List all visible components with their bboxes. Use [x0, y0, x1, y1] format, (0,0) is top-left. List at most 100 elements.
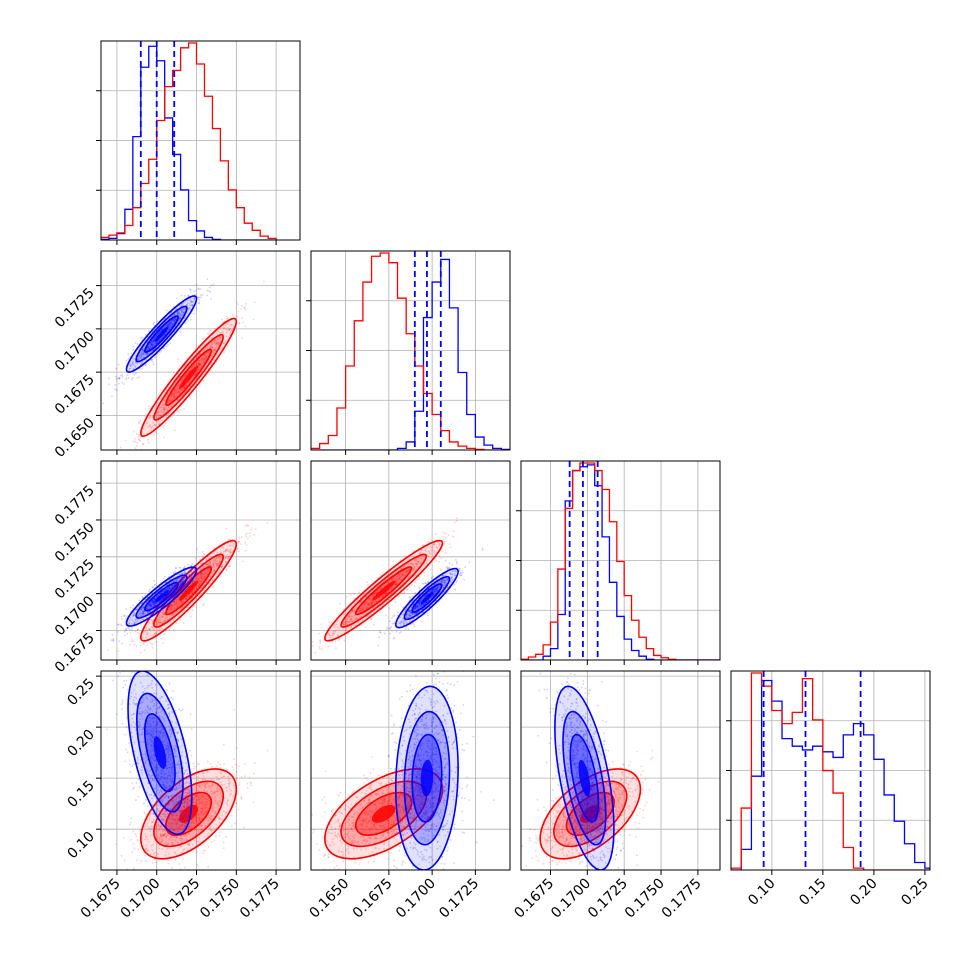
- scatter-point: [184, 572, 187, 575]
- scatter-point: [151, 358, 154, 361]
- scatter-point: [237, 541, 240, 543]
- scatter-point: [200, 587, 203, 590]
- scatter-point: [166, 616, 168, 618]
- scatter-point: [141, 350, 144, 352]
- scatter-point: [151, 646, 154, 649]
- scatter-point: [134, 354, 137, 357]
- scatter-point: [147, 441, 150, 444]
- scatter-point: [404, 555, 406, 558]
- scatter-point: [228, 545, 231, 547]
- scatter-point: [397, 595, 400, 598]
- scatter-point: [133, 621, 136, 624]
- scatter-point: [147, 345, 150, 348]
- scatter-point: [203, 361, 206, 364]
- scatter-point: [141, 609, 144, 611]
- scatter-point: [183, 605, 186, 607]
- scatter-point: [228, 328, 231, 331]
- scatter-point: [142, 607, 145, 610]
- scatter-point: [132, 430, 135, 433]
- scatter-point: [171, 588, 174, 591]
- scatter-point: [174, 391, 177, 394]
- scatter-point: [171, 319, 174, 321]
- scatter-point: [227, 327, 230, 329]
- scatter-point: [199, 576, 201, 579]
- scatter-point: [184, 598, 186, 601]
- scatter-point: [177, 399, 179, 401]
- scatter-point: [366, 581, 368, 584]
- scatter-point: [169, 400, 172, 403]
- scatter-point: [169, 604, 171, 607]
- scatter-point: [170, 589, 172, 592]
- scatter-point: [118, 456, 120, 458]
- scatter-point: [212, 562, 215, 564]
- scatter-point: [167, 325, 170, 327]
- scatter-point: [210, 284, 213, 287]
- scatter-point: [152, 599, 154, 601]
- scatter-point: [152, 603, 155, 606]
- scatter-point: [172, 572, 175, 575]
- scatter-point: [166, 587, 169, 590]
- scatter-point: [180, 582, 183, 585]
- scatter-point: [156, 602, 159, 604]
- scatter-point: [180, 409, 183, 411]
- scatter-point: [141, 361, 144, 364]
- scatter-point: [124, 628, 127, 631]
- scatter-point: [199, 580, 202, 583]
- scatter-point: [152, 601, 155, 604]
- scatter-point: [162, 406, 165, 409]
- scatter-point: [193, 564, 196, 566]
- scatter-point: [170, 393, 173, 396]
- scatter-point: [245, 544, 248, 547]
- scatter-point: [166, 589, 169, 591]
- scatter-point: [118, 640, 121, 643]
- scatter-point: [179, 396, 182, 399]
- scatter-point: [152, 603, 155, 606]
- scatter-point: [167, 328, 170, 331]
- scatter-point: [163, 406, 166, 409]
- scatter-point: [198, 302, 200, 305]
- scatter-point: [126, 374, 129, 377]
- scatter-point: [132, 604, 135, 607]
- scatter-point: [175, 600, 178, 602]
- scatter-point: [169, 589, 172, 592]
- scatter-point: [215, 349, 217, 352]
- scatter-point: [165, 395, 168, 397]
- scatter-point: [207, 333, 210, 336]
- scatter-point: [154, 597, 157, 600]
- scatter-point: [152, 339, 155, 342]
- scatter-point: [184, 375, 187, 378]
- scatter-point: [384, 614, 387, 617]
- scatter-point: [139, 420, 142, 422]
- scatter-point: [131, 376, 134, 379]
- histogram-blue-series: [521, 464, 720, 660]
- scatter-point: [189, 308, 192, 311]
- scatter-point: [197, 581, 200, 584]
- scatter-point: [142, 643, 145, 646]
- scatter-point: [254, 528, 257, 530]
- scatter-point: [219, 551, 222, 554]
- scatter-point: [204, 357, 207, 360]
- scatter-point: [146, 348, 149, 351]
- scatter-point: [151, 620, 154, 623]
- scatter-point: [193, 312, 196, 315]
- scatter-point: [421, 582, 424, 585]
- scatter-point: [180, 577, 183, 579]
- scatter-point: [174, 584, 176, 586]
- scatter-point: [133, 373, 136, 376]
- scatter-point: [215, 341, 218, 344]
- scatter-point: [201, 357, 204, 360]
- scatter-point: [181, 304, 184, 307]
- scatter-point: [165, 309, 168, 312]
- scatter-point: [186, 579, 189, 582]
- scatter-point: [183, 294, 186, 297]
- scatter-point: [200, 587, 203, 589]
- scatter-point: [135, 608, 138, 611]
- scatter-point: [189, 299, 192, 302]
- scatter-point: [339, 602, 341, 605]
- scatter-point: [184, 384, 187, 387]
- panel-frame: [730, 670, 931, 871]
- scatter-point: [165, 332, 168, 335]
- scatter-point: [176, 312, 179, 315]
- scatter-point: [207, 567, 209, 570]
- histogram-blue-series: [731, 679, 930, 870]
